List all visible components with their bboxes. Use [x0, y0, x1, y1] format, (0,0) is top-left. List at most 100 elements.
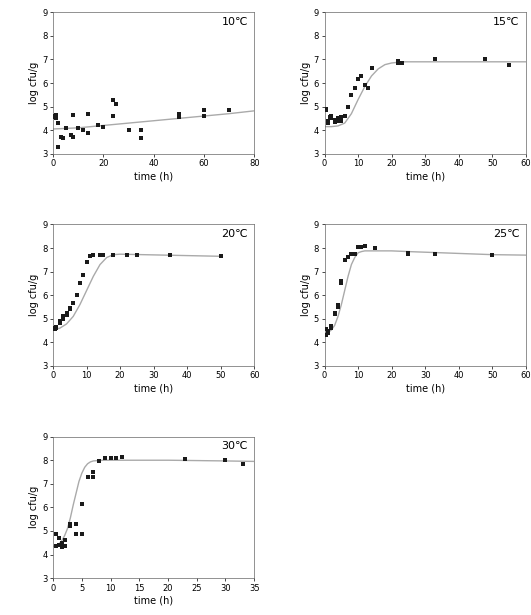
X-axis label: time (h): time (h): [406, 383, 444, 393]
Point: [52, 530, 60, 539]
X-axis label: time (h): time (h): [134, 595, 173, 605]
Point: [238, 459, 247, 469]
X-axis label: time (h): time (h): [134, 383, 173, 393]
Point: [340, 111, 349, 121]
Point: [364, 83, 372, 93]
Point: [137, 133, 145, 143]
Point: [327, 323, 336, 333]
Point: [357, 242, 366, 252]
Point: [106, 453, 115, 462]
Point: [340, 255, 349, 265]
Point: [54, 142, 62, 152]
Point: [109, 250, 118, 260]
Point: [322, 104, 330, 114]
Point: [66, 130, 75, 140]
Point: [504, 60, 513, 70]
Point: [66, 304, 74, 314]
Point: [89, 467, 98, 477]
Point: [361, 81, 369, 90]
Point: [361, 241, 369, 251]
Point: [55, 540, 63, 550]
Point: [217, 252, 225, 261]
Point: [337, 276, 346, 286]
Point: [324, 326, 332, 336]
Point: [200, 105, 208, 115]
X-axis label: time (h): time (h): [134, 171, 173, 181]
Point: [56, 132, 65, 142]
Point: [334, 302, 342, 312]
Point: [57, 542, 66, 552]
Point: [50, 325, 59, 335]
Point: [61, 536, 69, 546]
Point: [327, 321, 336, 331]
Point: [69, 298, 78, 308]
Point: [225, 105, 233, 115]
Point: [324, 328, 332, 338]
Point: [82, 257, 91, 267]
Point: [74, 123, 82, 133]
Point: [324, 116, 332, 125]
Point: [78, 499, 86, 509]
Text: 25℃: 25℃: [493, 229, 520, 239]
Point: [334, 300, 342, 309]
Point: [175, 113, 183, 122]
Point: [50, 111, 58, 121]
Point: [112, 453, 121, 462]
Point: [84, 109, 92, 119]
Point: [52, 113, 60, 123]
Point: [59, 314, 67, 323]
Point: [488, 250, 496, 260]
Point: [124, 125, 133, 135]
Point: [59, 311, 67, 321]
Y-axis label: log cfu/g: log cfu/g: [29, 274, 39, 316]
Y-axis label: log cfu/g: log cfu/g: [29, 62, 39, 104]
Point: [50, 323, 59, 333]
Point: [123, 250, 131, 260]
Point: [109, 95, 118, 105]
Point: [72, 530, 80, 539]
Point: [344, 101, 352, 111]
Point: [59, 133, 67, 143]
Point: [404, 249, 413, 259]
Point: [52, 541, 60, 551]
Text: 15℃: 15℃: [493, 17, 520, 26]
Point: [62, 311, 71, 320]
Point: [89, 250, 98, 260]
Point: [79, 270, 88, 280]
Point: [394, 56, 402, 66]
Point: [357, 71, 366, 81]
Point: [89, 472, 98, 482]
Text: 30℃: 30℃: [221, 441, 248, 451]
Point: [78, 530, 86, 539]
Point: [324, 118, 332, 128]
Point: [133, 250, 141, 260]
Point: [66, 522, 74, 531]
Point: [95, 456, 104, 466]
Point: [200, 111, 208, 121]
Point: [330, 309, 339, 319]
Y-axis label: log cfu/g: log cfu/g: [301, 62, 311, 104]
Point: [431, 55, 440, 65]
Point: [69, 110, 78, 120]
Point: [79, 125, 88, 135]
Point: [334, 113, 342, 123]
Point: [72, 519, 80, 529]
Point: [334, 116, 342, 125]
Point: [57, 538, 66, 547]
Point: [83, 472, 92, 482]
Point: [431, 249, 440, 259]
Point: [96, 250, 104, 260]
Point: [52, 110, 60, 120]
Point: [181, 454, 190, 464]
Point: [322, 105, 330, 115]
Point: [66, 519, 74, 529]
Point: [85, 252, 94, 261]
X-axis label: time (h): time (h): [406, 171, 444, 181]
Point: [84, 128, 92, 138]
Point: [221, 455, 230, 465]
Y-axis label: log cfu/g: log cfu/g: [29, 486, 39, 528]
Point: [330, 308, 339, 318]
Point: [347, 249, 356, 259]
Point: [66, 303, 74, 313]
Point: [61, 541, 69, 551]
